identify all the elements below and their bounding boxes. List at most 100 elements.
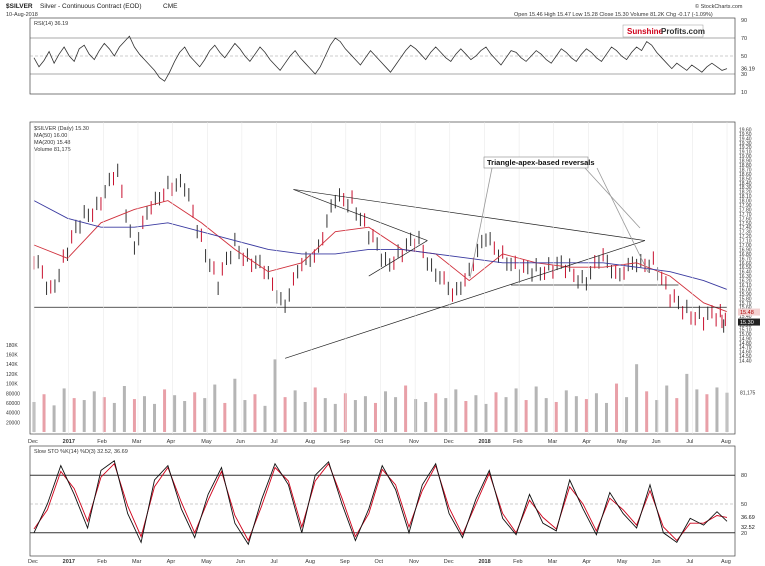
- rsi-tick-label: 30: [741, 72, 747, 78]
- price-tick-label: 15.70: [739, 301, 752, 307]
- volume-bar: [263, 405, 267, 432]
- brand-logo: Sunshine Profits.com: [622, 24, 705, 38]
- price-tick-label: 16.10: [739, 283, 752, 289]
- x-tick-label-sto: Feb: [97, 559, 106, 565]
- volume-bar: [594, 393, 598, 432]
- price-legend-ma200: MA(200) 15.48: [34, 140, 70, 146]
- sto-tick-label: 80: [741, 473, 747, 479]
- volume-tick-label: 180K: [6, 343, 18, 349]
- volume-bar: [564, 390, 568, 432]
- rsi-layer: 10 30 50 70 90 36.19: [30, 18, 755, 96]
- volume-bar: [363, 396, 367, 432]
- x-tick-label-sto: Nov: [409, 559, 419, 565]
- price-tick-label: 18.10: [739, 194, 752, 200]
- x-tick-label-price: Apr: [582, 439, 591, 445]
- volume-bar: [474, 395, 478, 432]
- annotation-text: Triangle-apex-based reversals: [487, 158, 595, 167]
- x-tick-label-price: Nov: [409, 439, 419, 445]
- price-tick-label: 15.00: [739, 332, 752, 338]
- price-tick-label: 19.20: [739, 145, 752, 151]
- trendline: [284, 240, 646, 359]
- x-tick-label-sto: Jul: [686, 559, 693, 565]
- price-tick-label: 17.60: [739, 216, 752, 222]
- price-tick-label: 15.90: [739, 292, 752, 298]
- volume-bar: [42, 394, 46, 432]
- x-tick-label-sto: Apr: [582, 559, 591, 565]
- volume-bar: [384, 391, 388, 432]
- price-tick-label: 16.30: [739, 274, 752, 280]
- price-tick-label: 18.00: [739, 199, 752, 205]
- x-tick-label-sto: Mar: [132, 559, 142, 565]
- volume-bar: [203, 398, 207, 432]
- volume-bar: [223, 402, 227, 432]
- volume-bar: [353, 400, 357, 432]
- volume-bar: [494, 392, 498, 432]
- volume-tick-label: 40000: [6, 411, 20, 417]
- volume-tick-label: 100K: [6, 382, 18, 388]
- volume-bar: [655, 400, 659, 432]
- x-tick-label-sto: 2018: [478, 559, 490, 565]
- volume-bar: [645, 391, 649, 432]
- volume-bar: [313, 387, 317, 432]
- price-tick-label: 17.80: [739, 207, 752, 213]
- volume-bar: [454, 389, 458, 432]
- trendline: [293, 189, 646, 241]
- volume-bar: [625, 397, 629, 432]
- price-tick-label: 19.30: [739, 141, 752, 147]
- x-tick-label-price: 2018: [478, 439, 490, 445]
- volume-bar: [112, 402, 116, 432]
- x-tick-label-price: Dec: [444, 439, 454, 445]
- volume-tick-label: 60000: [6, 401, 20, 407]
- volume-bar: [665, 385, 669, 432]
- volume-bar: [122, 386, 126, 432]
- price-box-label: 15.48: [740, 310, 754, 316]
- x-tick-label-price: Sep: [340, 439, 350, 445]
- price-legend-volume: Volume 81,175: [34, 147, 71, 153]
- volume-bar: [574, 396, 578, 432]
- rsi-last-value: 36.19: [741, 67, 755, 73]
- chart-ohlc: Open 15.46 High 15.47 Low 15.28 Close 15…: [514, 12, 713, 18]
- x-tick-label-sto: Jul: [271, 559, 278, 565]
- chart-symbol: $SILVER: [6, 3, 33, 10]
- rsi-tick-label: 70: [741, 36, 747, 42]
- annotation-group: Triangle-apex-based reversals: [469, 156, 649, 279]
- price-tick-label: 17.50: [739, 221, 752, 227]
- volume-bar: [444, 398, 448, 432]
- volume-bar: [675, 398, 679, 432]
- price-tick-label: 15.40: [739, 314, 752, 320]
- volume-last-value: 81,175: [740, 391, 756, 397]
- ma200-line: [33, 200, 728, 290]
- volume-bar: [303, 401, 307, 432]
- x-tick-label-sto: May: [617, 559, 628, 565]
- volume-bar: [534, 386, 538, 432]
- volume-bar: [373, 402, 377, 432]
- price-tick-label: 18.50: [739, 176, 752, 182]
- volume-bar: [82, 400, 86, 432]
- price-tick-label: 16.00: [739, 287, 752, 293]
- price-tick-label: 16.60: [739, 261, 752, 267]
- volume-layer: 180K 160K 140K 120K 100K 80000 60000 40000 20000…: [6, 343, 756, 432]
- volume-bar: [333, 403, 337, 432]
- chart-description: Silver - Continuous Contract (EOD): [40, 3, 142, 10]
- rsi-tick-label: 90: [741, 18, 747, 24]
- x-tick-label-sto: Mar: [548, 559, 558, 565]
- chart-date: 10-Aug-2018: [6, 12, 38, 18]
- axes-layer: Dec 2017 Feb Mar Apr May Jun Jul Aug Sep Oct Nov Dec…: [28, 122, 731, 565]
- volume-bar: [173, 395, 177, 432]
- x-tick-label-price: Oct: [375, 439, 384, 445]
- price-legend-ma50: MA(50) 16.00: [34, 133, 67, 139]
- volume-bar: [635, 364, 639, 432]
- volume-bar: [394, 397, 398, 432]
- x-tick-label-price: 2017: [63, 439, 75, 445]
- volume-bar: [62, 388, 66, 432]
- x-tick-label-price: Aug: [305, 439, 315, 445]
- x-tick-label-price: Apr: [167, 439, 176, 445]
- sto-k-line: [33, 460, 728, 546]
- x-tick-label-price: Dec: [28, 439, 38, 445]
- volume-tick-label: 20000: [6, 420, 20, 426]
- price-tick-label: 17.30: [739, 230, 752, 236]
- price-tick-label: 16.50: [739, 265, 752, 271]
- price-tick-label: 15.20: [739, 323, 752, 329]
- volume-bar: [72, 398, 76, 432]
- volume-bar: [102, 397, 106, 432]
